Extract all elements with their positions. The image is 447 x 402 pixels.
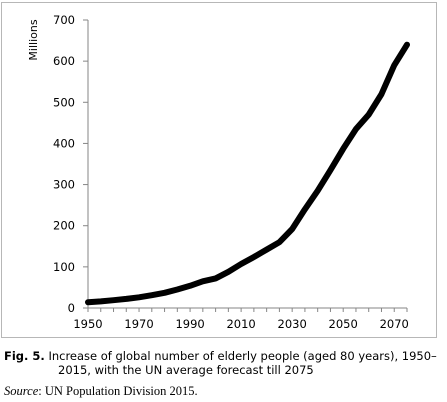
source-note: Source: UN Population Division 2015. [4,384,198,399]
x-tick-label: 1970 [124,317,153,331]
y-tick-label: 200 [53,219,75,233]
series-line [85,41,410,306]
caption-label: Fig. 5. [4,349,45,363]
x-tick-label: 1990 [175,317,204,331]
y-tick-label: 100 [53,260,75,274]
y-tick-label: 600 [53,54,75,68]
figure-caption: Fig. 5. Increase of global number of eld… [4,349,442,377]
chart-frame [1,2,437,338]
chart-series [85,41,410,306]
chart-axes [87,20,407,309]
source-text: : UN Population Division 2015. [38,384,198,398]
y-tick-label: 0 [68,301,75,315]
caption-text: Increase of global number of elderly peo… [48,349,437,377]
line-chart: 0 100 200 300 400 500 600 700 1950 1970 1990 2010 20… [27,13,410,331]
x-tick-label: 2050 [329,317,358,331]
x-tick-label: 2070 [380,317,409,331]
y-axis-label: Millions [27,19,40,60]
x-tick-label: 2030 [278,317,307,331]
x-tick-label: 1950 [73,317,102,331]
y-tick-label: 500 [53,95,75,109]
source-label: Source [4,384,39,398]
y-tick-label: 700 [53,13,75,27]
y-tick-label: 400 [53,136,75,150]
y-tick-label: 300 [53,178,75,192]
x-tick-label: 2010 [226,317,255,331]
chart-ticks: 0 100 200 300 400 500 600 700 1950 1970 1990 2010 20… [53,13,409,331]
